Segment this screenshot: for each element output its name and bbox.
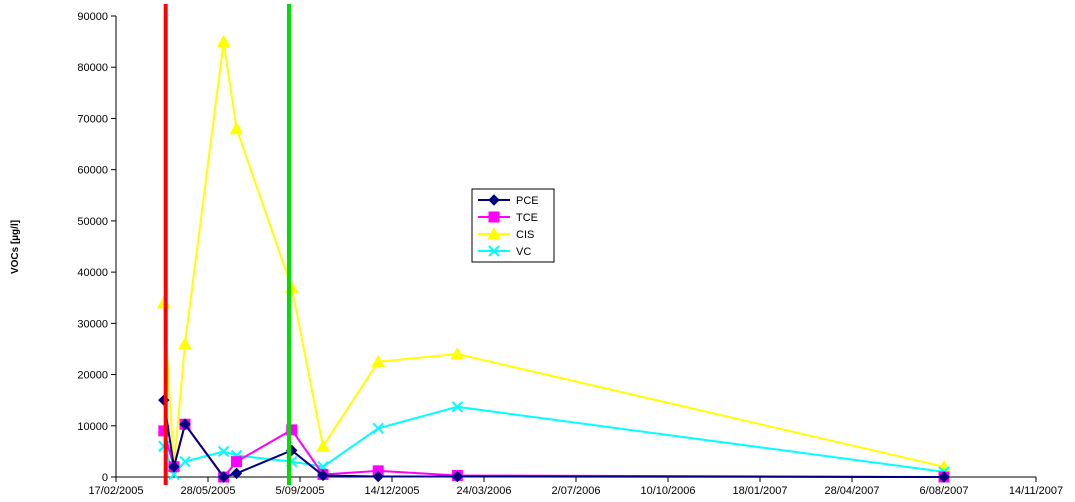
data-point-cis <box>316 439 330 452</box>
data-point-cis <box>450 347 465 360</box>
x-marker-stroke <box>451 401 464 413</box>
y-tick-label: 10000 <box>77 421 108 433</box>
legend: PCE TCE CIS VC <box>471 188 555 263</box>
data-point-cis <box>229 121 244 135</box>
data-point-pce <box>179 418 191 430</box>
x-tick-label: 6/08/2007 <box>920 485 969 497</box>
series-line-tce <box>162 421 945 479</box>
legend-marker-tce <box>488 211 500 223</box>
x-marker-stroke <box>179 455 191 468</box>
data-point-pce <box>168 461 180 473</box>
legend-label-vc: VC <box>516 246 531 258</box>
legend-marker-cis <box>487 226 501 240</box>
y-tick-label: 60000 <box>77 165 108 177</box>
series-line-cis <box>162 41 945 468</box>
x-tick-label: 24/03/2006 <box>456 485 511 497</box>
legend-label-cis: CIS <box>516 229 534 241</box>
legend-marker-vc <box>488 245 500 257</box>
x-tick-label: 14/11/2007 <box>1009 485 1063 497</box>
data-point-vc <box>372 422 384 435</box>
data-point-pce <box>372 470 384 483</box>
data-point-pce <box>230 467 243 480</box>
y-tick-label: 70000 <box>77 113 108 125</box>
y-tick-label: 40000 <box>77 267 108 279</box>
legend-label-pce: PCE <box>516 195 539 207</box>
plot-area: 0 10000 20000 30000 40000 50000 60000 70000 8000… <box>77 4 1063 497</box>
legend-label-tce: TCE <box>516 212 538 224</box>
data-point-cis <box>178 336 192 350</box>
y-tick-label: 30000 <box>77 318 108 330</box>
x-marker-stroke <box>488 245 500 257</box>
data-point-vc <box>451 401 464 413</box>
y-tick-label: 90000 <box>77 11 108 23</box>
data-point-vc <box>217 445 230 458</box>
x-tick-label: 10/10/2006 <box>640 485 695 497</box>
data-point-vc <box>179 455 191 468</box>
x-tick-label: 28/04/2007 <box>824 485 879 497</box>
x-tick-label: 5/09/2005 <box>276 485 325 497</box>
data-point-tce <box>231 456 243 468</box>
x-tick-label: 18/01/2007 <box>732 485 787 497</box>
series-line-vc <box>162 405 945 477</box>
x-tick-label: 14/12/2005 <box>364 485 419 497</box>
data-point-tce <box>286 424 298 436</box>
x-marker-stroke <box>372 422 384 435</box>
data-point-cis <box>216 34 231 48</box>
data-point-pce <box>938 471 950 483</box>
data-point-pce <box>451 470 464 483</box>
legend-marker-pce <box>488 194 500 206</box>
legend-box <box>471 188 555 263</box>
y-tick-label: 80000 <box>77 62 108 74</box>
y-axis-title: VOCs [µg/l] <box>10 220 21 274</box>
x-tick-label: 28/05/2005 <box>180 485 235 497</box>
y-tick-label: 20000 <box>77 370 108 382</box>
y-tick-label: 50000 <box>77 216 108 228</box>
data-point-pce <box>217 471 230 483</box>
x-marker-stroke <box>217 445 230 458</box>
data-point-cis <box>371 354 386 368</box>
y-tick-label: 0 <box>102 472 108 484</box>
x-tick-label: 17/02/2005 <box>88 485 143 497</box>
series-line-pce <box>162 400 945 479</box>
x-tick-label: 2/07/2006 <box>552 485 601 497</box>
data-point-pce <box>317 469 329 482</box>
